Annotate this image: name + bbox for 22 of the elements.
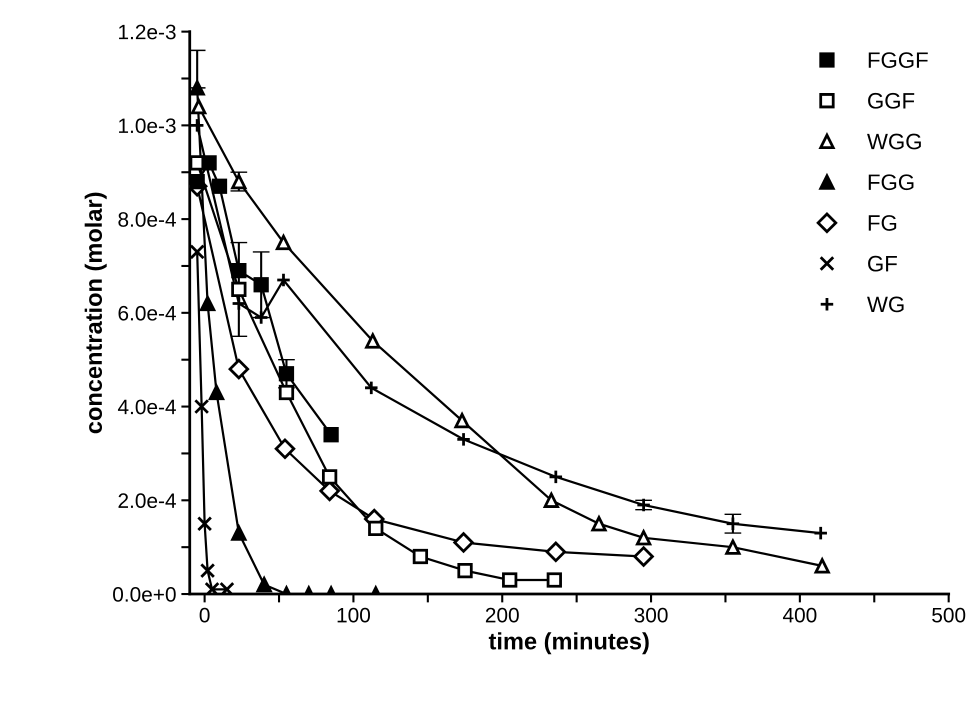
y-tick-label: 4.0e-4 — [118, 400, 176, 414]
legend-label: FG — [868, 215, 896, 231]
y-tick-label: 1.0e-3 — [119, 118, 176, 134]
y-tick-label: 8.0e-4 — [118, 212, 176, 227]
x-tick-label: 0 — [200, 608, 210, 623]
y-tick-label: 2.0e-4 — [118, 493, 176, 508]
legend-label: GGF — [868, 92, 914, 109]
y-tick-label: 1.2e-3 — [119, 24, 176, 40]
y-tick-label: 6.0e-4 — [118, 306, 176, 321]
x-axis-title: time (minutes) — [488, 632, 649, 654]
legend-label: FGG — [868, 174, 914, 190]
x-tick-label: 400 — [782, 608, 816, 623]
legend-label: WG — [867, 296, 904, 312]
legend-label: GF — [868, 256, 897, 272]
x-tick-label: 300 — [634, 608, 668, 623]
legend-label: WGG — [867, 134, 921, 150]
x-tick-label: 100 — [338, 608, 370, 623]
x-tick-label: 500 — [932, 608, 966, 623]
y-tick-label: 0.0e+0 — [113, 587, 176, 602]
y-axis-title: concentration (molar) — [84, 192, 107, 434]
legend-label: FGGF — [868, 52, 928, 68]
x-tick-label: 200 — [486, 608, 519, 623]
